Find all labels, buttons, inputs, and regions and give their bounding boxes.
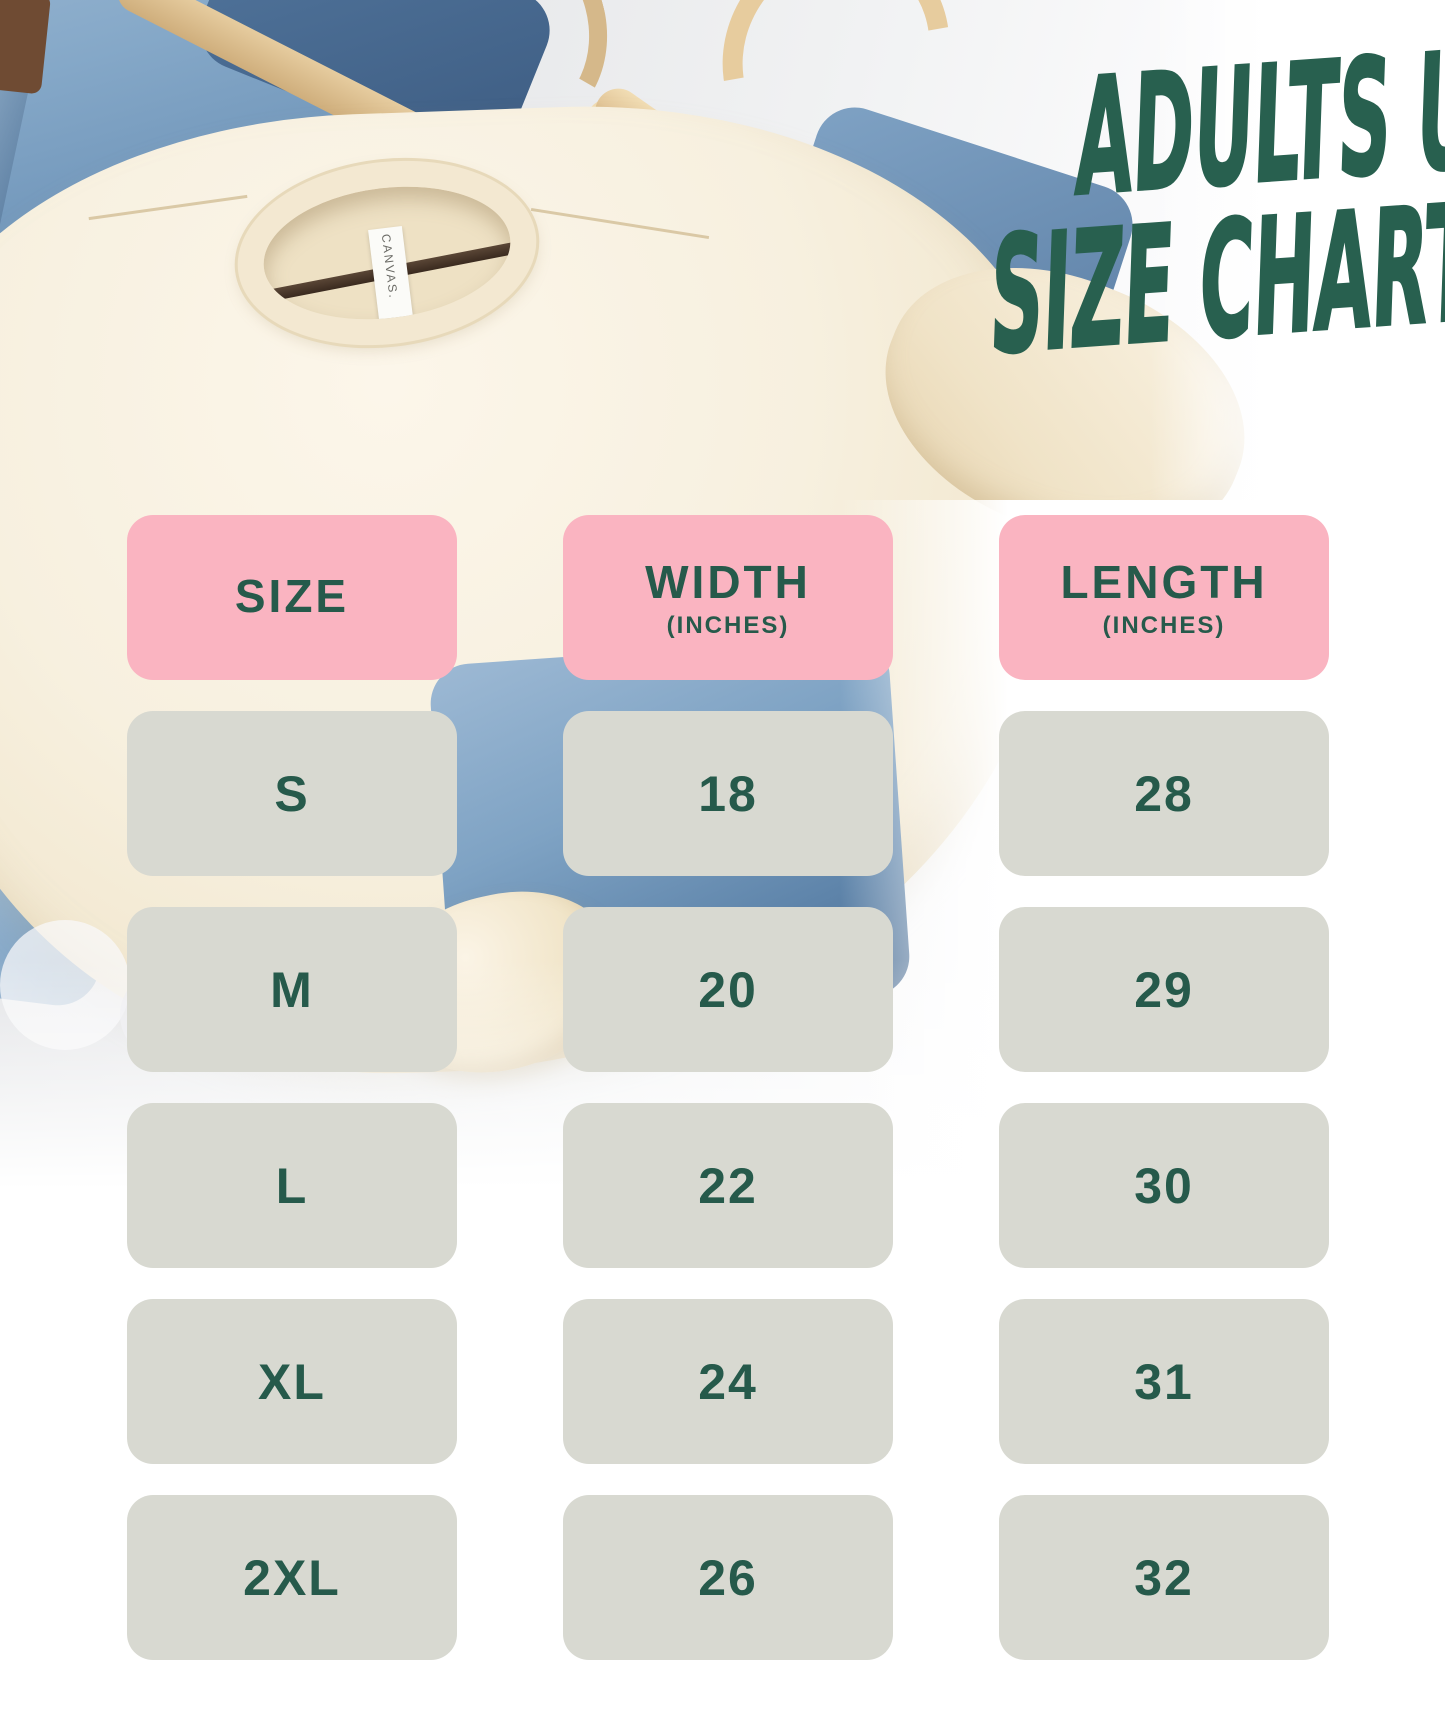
cell-width-s: 18 — [563, 711, 893, 876]
cell-width-xl: 24 — [563, 1299, 893, 1464]
cell-length-s: 28 — [999, 711, 1329, 876]
cell-size-2xl: 2XL — [127, 1495, 457, 1660]
bokeh-highlight — [0, 920, 130, 1050]
cell-width-m: 20 — [563, 907, 893, 1072]
header-cell-width: WIDTH (INCHES) — [563, 515, 893, 680]
cell-length-m: 29 — [999, 907, 1329, 1072]
cell-width-2xl: 26 — [563, 1495, 893, 1660]
cell-size-m: M — [127, 907, 457, 1072]
tshirt-label-text: CANVAS. — [378, 233, 401, 301]
column-label-size: SIZE — [234, 570, 350, 622]
column-label-length: LENGTH — [1060, 556, 1268, 608]
column-sub-width: (INCHES) — [666, 612, 790, 639]
cell-width-l: 22 — [563, 1103, 893, 1268]
cell-size-xl: XL — [127, 1299, 457, 1464]
header-cell-length: LENGTH (INCHES) — [999, 515, 1329, 680]
cell-size-l: L — [127, 1103, 457, 1268]
column-label-width: WIDTH — [645, 556, 811, 608]
column-sub-length: (INCHES) — [1102, 612, 1226, 639]
size-chart-table: SIZE WIDTH (INCHES) LENGTH (INCHES) S 18… — [127, 515, 1329, 1660]
cell-length-xl: 31 — [999, 1299, 1329, 1464]
tshirt-label-tag: CANVAS. — [368, 225, 413, 320]
page-title: ADULTS UNISEX SIZE CHART — [690, 0, 1445, 392]
cell-length-l: 30 — [999, 1103, 1329, 1268]
cell-length-2xl: 32 — [999, 1495, 1329, 1660]
cell-size-s: S — [127, 711, 457, 876]
header-cell-size: SIZE — [127, 515, 457, 680]
